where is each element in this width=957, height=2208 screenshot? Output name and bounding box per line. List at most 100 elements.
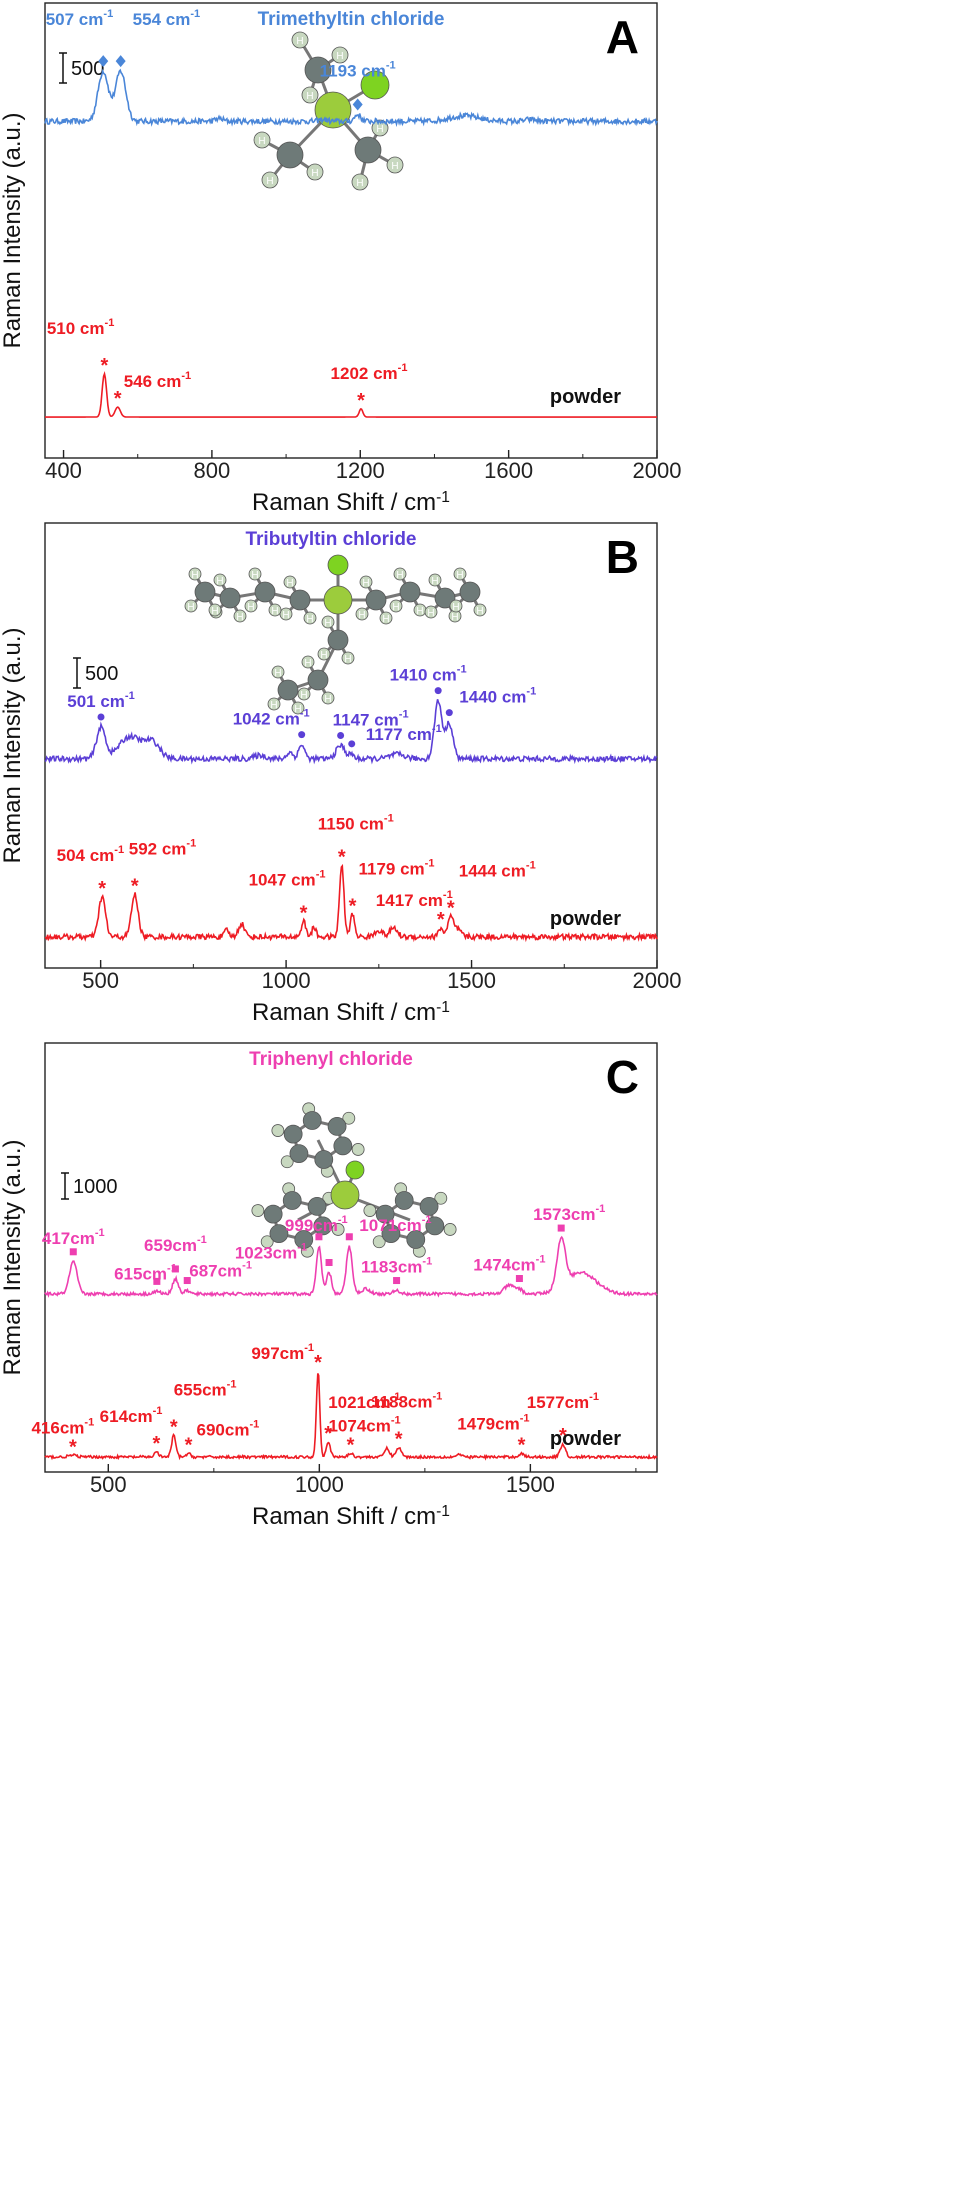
peak-label-sup: -1 xyxy=(125,690,135,702)
peak-label: 1573cm-1 xyxy=(533,1203,605,1224)
carbon-atom xyxy=(327,1117,347,1136)
peak-marker: * xyxy=(98,878,106,900)
hydrogen-atom xyxy=(443,1223,457,1236)
panel-letter: B xyxy=(606,531,639,583)
x-tick-label: 800 xyxy=(194,458,231,483)
peak-label: 655cm-1 xyxy=(174,1379,237,1400)
peak-marker xyxy=(298,731,306,739)
hydrogen-atom xyxy=(389,599,403,613)
peak-label-text: 690cm xyxy=(197,1421,250,1440)
carbon-atom xyxy=(394,1191,414,1210)
carbon-atom xyxy=(365,589,387,611)
x-tick-label: 2000 xyxy=(633,458,682,483)
hydrogen-atom-letter: H xyxy=(294,704,301,715)
peak-label-sup: -1 xyxy=(297,1241,307,1253)
peak-label-text: 614cm xyxy=(100,1407,153,1426)
peak-label: 417cm-1 xyxy=(42,1227,105,1248)
hydrogen-atom xyxy=(233,609,247,623)
peak-marker: * xyxy=(559,1425,567,1447)
peak-label: 1042 cm-1 xyxy=(233,708,310,729)
peak-marker: * xyxy=(131,876,139,898)
peak-label-text: 1021cm xyxy=(328,1393,390,1412)
hydrogen-atom xyxy=(321,615,335,629)
hydrogen-atom-letter: H xyxy=(286,578,293,589)
peak-label: 999cm-1 xyxy=(285,1214,348,1235)
peak-marker xyxy=(153,1277,161,1285)
hydrogen-atom-letter: H xyxy=(456,570,463,581)
hydrogen-atom xyxy=(424,605,438,619)
hydrogen-atom xyxy=(331,1223,345,1236)
hydrogen-atom xyxy=(301,655,315,669)
peak-label-text: 1479cm xyxy=(457,1415,519,1434)
hydrogen-atom-letter: H xyxy=(270,700,277,711)
hydrogen-atom xyxy=(303,611,317,625)
peak-label: 1147 cm-1 xyxy=(333,709,409,730)
hydrogen-atom xyxy=(386,156,404,174)
hydrogen-atom-letter: H xyxy=(216,576,223,587)
peak-marker xyxy=(171,1265,179,1273)
spectrum-line xyxy=(44,68,658,128)
peak-label-sup: -1 xyxy=(526,686,536,698)
hydrogen-atom xyxy=(351,173,369,191)
peak-marker xyxy=(445,709,453,717)
peak-label: 592 cm-1 xyxy=(129,838,197,859)
peak-label: 1150 cm-1 xyxy=(318,813,394,834)
hydrogen-atom-letter: H xyxy=(392,602,399,613)
peak-marker: * xyxy=(338,847,346,869)
hydrogen-atom-letter: H xyxy=(476,606,483,617)
peak-label-text: 1474cm xyxy=(473,1256,535,1275)
hydrogen-atom xyxy=(372,1235,386,1249)
hydrogen-atom xyxy=(473,603,487,617)
peak-label: 1417 cm-1 xyxy=(376,889,453,910)
hydrogen-atom-letter: H xyxy=(324,694,331,705)
peak-marker: * xyxy=(185,1435,193,1457)
hydrogen-atom xyxy=(453,567,467,581)
hydrogen-atom xyxy=(341,651,355,665)
x-axis-title-sup: -1 xyxy=(436,1503,450,1520)
peak-label: 546 cm-1 xyxy=(124,370,192,391)
peak-marker: * xyxy=(100,355,108,377)
scale-bar-label: 500 xyxy=(85,663,118,685)
peak-label-text: 1577cm xyxy=(527,1393,589,1412)
peak-label-sup: -1 xyxy=(384,813,394,825)
peak-label: 615cm-1 xyxy=(114,1262,177,1283)
peak-marker xyxy=(97,713,105,721)
scale-bar-label: 1000 xyxy=(73,1176,118,1198)
hydrogen-atom xyxy=(268,603,282,617)
hydrogen-atom xyxy=(248,567,262,581)
peak-label-sup: -1 xyxy=(386,59,396,71)
powder-label: powder xyxy=(550,386,621,408)
plot-frame xyxy=(44,1042,658,1473)
hydrogen-atom xyxy=(253,131,271,149)
peak-marker: * xyxy=(437,909,445,931)
y-axis-title: Raman Intensity (a.u.) xyxy=(0,1139,26,1375)
hydrogen-atom xyxy=(213,573,227,587)
hydrogen-atom-letter: H xyxy=(311,168,318,179)
hydrogen-atom xyxy=(267,697,281,711)
molecule-model: HHHHHHHHHHHHHHHHHHHHHHHHHHHHHHHHH xyxy=(184,554,487,715)
compound-title: Triphenyl chloride xyxy=(249,1049,413,1070)
peak-marker: * xyxy=(518,1435,526,1457)
hydrogen-atom xyxy=(428,573,442,587)
powder-label: powder xyxy=(550,1428,621,1450)
hydrogen-atom-letter: H xyxy=(306,614,313,625)
hydrogen-atom-letter: H xyxy=(376,124,383,135)
hydrogen-atom xyxy=(251,1204,265,1217)
hydrogen-atom-letter: H xyxy=(358,610,365,621)
hydrogen-atom xyxy=(317,647,331,661)
hydrogen-atom-letter: H xyxy=(247,602,254,613)
peak-label-sup: -1 xyxy=(536,1254,546,1266)
peak-label-text: 1193 cm xyxy=(320,61,386,80)
plot-frame xyxy=(44,522,658,969)
hydrogen-atom-letter: H xyxy=(382,614,389,625)
x-axis-title-sup: -1 xyxy=(436,489,450,506)
peak-label: 507 cm-1 xyxy=(46,8,114,29)
peak-marker: * xyxy=(324,1423,332,1445)
hydrogen-atom xyxy=(271,1124,285,1137)
peak-label-text: 1177 cm xyxy=(366,725,432,744)
tin-atom xyxy=(323,585,353,615)
peak-label-text: 1202 cm xyxy=(331,364,398,383)
carbon-atom xyxy=(282,1191,302,1210)
